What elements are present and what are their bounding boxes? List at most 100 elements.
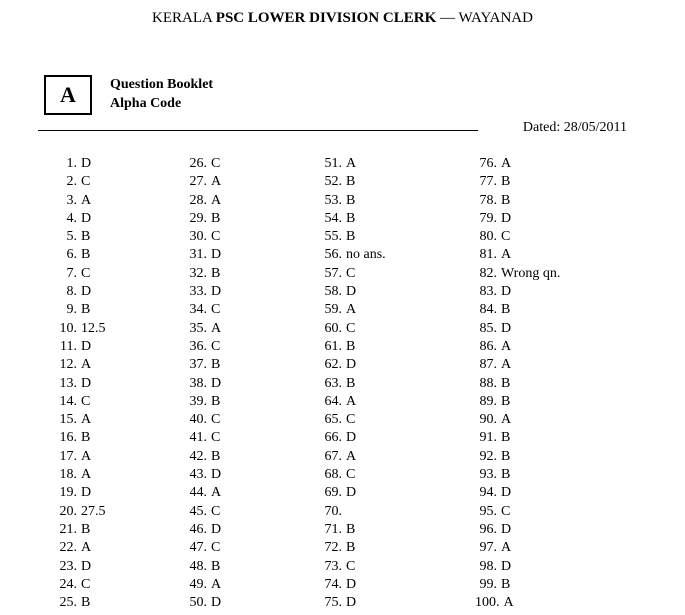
answer-value: D	[501, 210, 511, 228]
answer-row: 55.B	[320, 228, 475, 246]
answer-row: 63.B	[320, 375, 475, 393]
answer-row: 27.A	[185, 173, 320, 191]
answer-row: 36.C	[185, 338, 320, 356]
answer-value: A	[501, 539, 511, 557]
answer-value: C	[211, 429, 220, 447]
answer-number: 5.	[55, 228, 77, 246]
answer-row: 12.A	[55, 356, 185, 374]
answer-value: Wrong qn.	[501, 265, 560, 283]
answer-value: B	[81, 429, 90, 447]
answer-row: 58.D	[320, 283, 475, 301]
answer-row: 75.D	[320, 594, 475, 612]
answer-number: 91.	[475, 429, 497, 447]
answer-value: B	[81, 521, 90, 539]
answer-row: 53.B	[320, 192, 475, 210]
answer-number: 66.	[320, 429, 342, 447]
answer-value: C	[211, 503, 220, 521]
answer-row: 8.D	[55, 283, 185, 301]
answer-value: A	[211, 484, 221, 502]
answer-row: 2.C	[55, 173, 185, 191]
answer-number: 77.	[475, 173, 497, 191]
answer-number: 31.	[185, 246, 207, 264]
answer-row: 23.D	[55, 558, 185, 576]
answer-value: D	[346, 283, 356, 301]
answer-row: 30.C	[185, 228, 320, 246]
answer-value: D	[81, 283, 91, 301]
answer-value: D	[81, 375, 91, 393]
answer-row: 51.A	[320, 155, 475, 173]
answer-column-4: 76.A77.B78.B79.D80.C81.A82.Wrong qn.83.D…	[475, 155, 615, 612]
answer-row: 1.D	[55, 155, 185, 173]
answer-value: B	[81, 228, 90, 246]
answer-value: B	[501, 576, 510, 594]
answer-value: D	[211, 375, 221, 393]
answer-number: 76.	[475, 155, 497, 173]
answer-row: 49.A	[185, 576, 320, 594]
answer-number: 65.	[320, 411, 342, 429]
answer-value: B	[501, 448, 510, 466]
answer-row: 31.D	[185, 246, 320, 264]
answer-value: A	[211, 576, 221, 594]
answer-number: 14.	[55, 393, 77, 411]
answer-number: 71.	[320, 521, 342, 539]
answer-value: A	[501, 356, 511, 374]
answer-row: 84.B	[475, 301, 615, 319]
answer-value: B	[346, 539, 355, 557]
answer-value: B	[346, 338, 355, 356]
answer-number: 46.	[185, 521, 207, 539]
answer-row: 17.A	[55, 448, 185, 466]
answer-value: C	[501, 503, 510, 521]
answer-number: 90.	[475, 411, 497, 429]
answer-number: 98.	[475, 558, 497, 576]
answer-value: D	[81, 155, 91, 173]
answer-number: 69.	[320, 484, 342, 502]
answer-row: 88.B	[475, 375, 615, 393]
answer-number: 53.	[320, 192, 342, 210]
answer-row: 40.C	[185, 411, 320, 429]
answer-row: 24.C	[55, 576, 185, 594]
answer-number: 28.	[185, 192, 207, 210]
answer-number: 17.	[55, 448, 77, 466]
answer-value: C	[346, 411, 355, 429]
answer-value: C	[501, 228, 510, 246]
answer-value: B	[501, 375, 510, 393]
answer-number: 99.	[475, 576, 497, 594]
answer-row: 11.D	[55, 338, 185, 356]
answer-number: 96.	[475, 521, 497, 539]
answer-row: 78.B	[475, 192, 615, 210]
answer-row: 16.B	[55, 429, 185, 447]
answer-value: D	[501, 558, 511, 576]
answer-row: 80.C	[475, 228, 615, 246]
answer-row: 96.D	[475, 521, 615, 539]
answer-value: 12.5	[81, 320, 106, 338]
answer-number: 61.	[320, 338, 342, 356]
answer-column-1: 1.D2.C3.A4.D5.B6.B7.C8.D9.B10.12.511.D12…	[55, 155, 185, 612]
answer-row: 52.B	[320, 173, 475, 191]
answer-number: 50.	[185, 594, 207, 612]
answer-value: D	[346, 429, 356, 447]
answer-row: 32.B	[185, 265, 320, 283]
answer-row: 68.C	[320, 466, 475, 484]
answer-value: C	[211, 338, 220, 356]
answer-row: 77.B	[475, 173, 615, 191]
answer-row: 28.A	[185, 192, 320, 210]
answer-value: D	[346, 594, 356, 612]
answer-row: 100.A	[475, 594, 615, 612]
answer-value: D	[211, 246, 221, 264]
answer-row: 34.C	[185, 301, 320, 319]
answer-number: 49.	[185, 576, 207, 594]
answer-number: 52.	[320, 173, 342, 191]
alpha-code-value: A	[60, 82, 76, 108]
alpha-code-row: A Question Booklet Alpha Code	[44, 75, 213, 115]
answer-value: C	[81, 393, 90, 411]
answer-number: 64.	[320, 393, 342, 411]
answer-value: C	[346, 466, 355, 484]
answer-value: D	[501, 320, 511, 338]
answer-value: no ans.	[346, 246, 386, 264]
answer-row: 95.C	[475, 503, 615, 521]
answer-number: 84.	[475, 301, 497, 319]
answer-value: C	[81, 173, 90, 191]
alpha-label-line1: Question Booklet	[110, 76, 213, 95]
answer-row: 33.D	[185, 283, 320, 301]
answer-number: 88.	[475, 375, 497, 393]
